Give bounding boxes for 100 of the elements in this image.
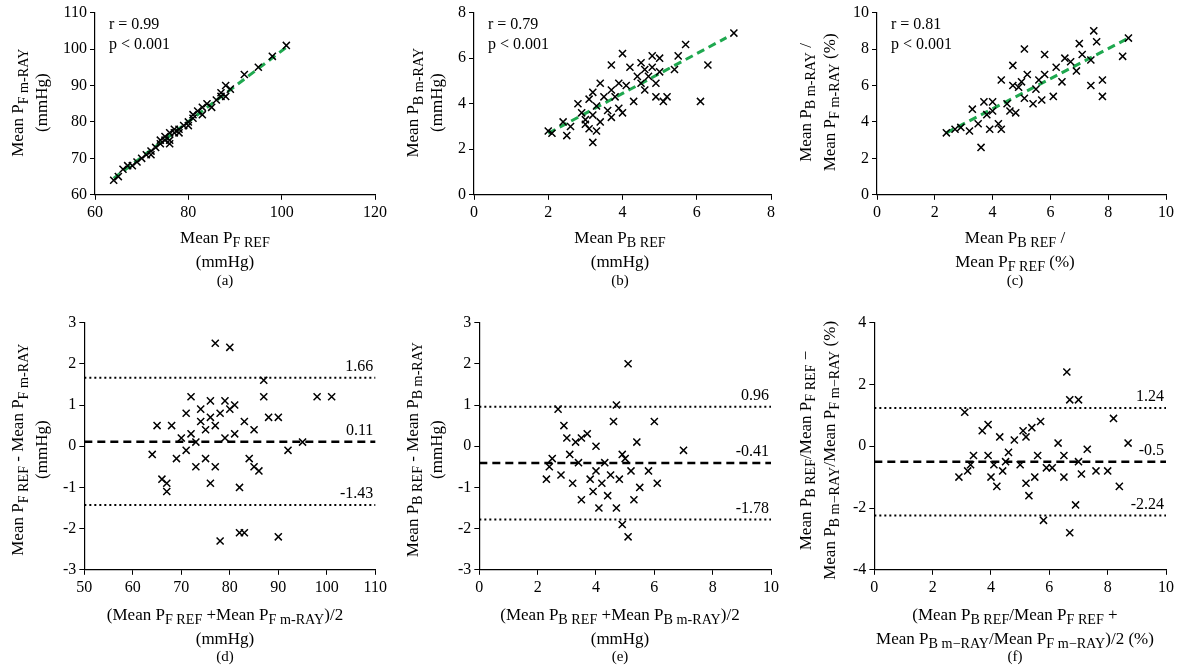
x-tick-label: 8 [1104,202,1113,220]
point [142,150,151,159]
point [592,126,601,136]
point [1020,44,1029,54]
point [973,119,983,129]
point [216,92,226,101]
x-tick-label: 8 [708,577,717,595]
point [137,154,146,163]
point [174,128,184,138]
text: (b) [610,272,630,289]
x-tick-label: 10 [1158,577,1174,595]
point [240,70,249,79]
point [220,433,230,443]
annotation: p < 0.001 [488,34,550,53]
y-tick-label: 100 [63,39,87,57]
point [1015,460,1025,470]
point [954,472,964,482]
point [212,95,221,105]
point [160,135,170,145]
point [312,392,322,402]
point [1118,52,1127,61]
y-tick-label: 0 [458,185,466,202]
point [1051,62,1061,72]
point [174,124,184,134]
y-tick-label: 10 [853,2,869,20]
point [1077,469,1086,479]
point [147,450,157,459]
point [571,437,580,447]
point [632,437,642,447]
point [1086,55,1096,65]
point [215,408,225,418]
point [607,60,616,70]
point [172,454,181,463]
point [1031,84,1041,94]
y-tick-label: 8 [861,39,869,57]
text: (a) [215,272,235,289]
point [614,103,624,113]
point [1109,414,1118,423]
point [547,129,557,138]
y-tick-label: -3 [63,560,77,577]
ref-line-label: 0.11 [345,420,374,438]
point [221,81,230,90]
y-tick-label: -2 [63,518,77,536]
x-tick-label: 50 [76,577,93,595]
point [177,433,186,443]
x-tick-label: 4 [988,202,997,220]
point [1024,491,1034,500]
point [1011,108,1021,118]
y-tick-label: 1 [463,395,472,413]
point [298,437,307,447]
point [588,88,598,97]
point [1028,99,1038,108]
text: (f) [1007,648,1023,664]
point [670,65,679,74]
point [603,106,612,115]
point [942,128,951,138]
point [640,65,650,74]
point [202,99,212,108]
point [659,97,668,106]
point [592,101,601,111]
point [1001,457,1010,466]
point [621,81,631,90]
point [729,28,739,38]
point [626,466,636,476]
point [193,106,202,116]
point [128,161,137,170]
text: (d) [215,648,235,665]
point [615,474,624,484]
point [965,126,974,136]
point [581,119,590,129]
point [1034,75,1044,85]
point [109,175,118,185]
point [620,454,630,463]
point [977,426,987,436]
point [617,520,627,529]
point [196,404,205,414]
point [986,472,996,482]
ref-line-label: -1.78 [735,498,769,516]
point [165,139,174,149]
point [1115,482,1124,491]
point [585,474,595,484]
point [568,478,577,488]
point [1123,438,1133,448]
x-tick-label: 120 [363,202,387,220]
point [647,62,657,72]
point [274,532,283,542]
point [599,92,609,102]
point [640,85,650,95]
point [254,62,263,72]
annotation: p < 0.001 [891,34,953,53]
x-axis-title: Mean P$_{B REF}$ (mmHg) [573,228,667,273]
point [573,99,583,108]
point [123,161,132,170]
point [1074,395,1083,405]
point [600,458,610,467]
point [207,103,216,112]
x-tick-label: 8 [1103,577,1112,595]
point [152,421,162,430]
x-tick-label: 8 [767,202,775,220]
point [259,375,269,385]
